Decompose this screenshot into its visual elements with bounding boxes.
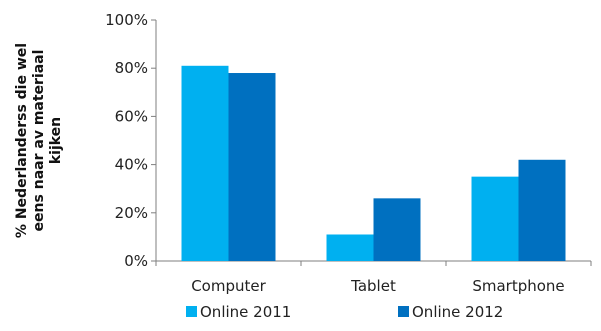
y-axis-label: % Nederlanderss die wel eens naar av mate… <box>14 43 64 238</box>
x-category-label: Computer <box>191 277 266 295</box>
y-axis-label-line: eens naar av materiaal <box>31 50 47 232</box>
x-axis: Computer Tablet Smartphone <box>155 260 592 295</box>
y-tick-label: 40% <box>115 156 148 174</box>
legend-swatch <box>398 306 409 317</box>
legend-label: Online 2012 <box>412 303 503 321</box>
bar-online-2012-tablet <box>373 198 421 261</box>
y-axis-label-line: % Nederlanderss die wel <box>14 43 30 238</box>
bar-online-2011-smartphone <box>471 176 519 261</box>
y-axis: 0% 20% 40% 60% 80% 100% <box>105 11 157 270</box>
y-tick-label: 100% <box>105 11 148 29</box>
bar-online-2011-computer <box>181 65 229 261</box>
bar-online-2012-computer <box>228 73 276 262</box>
bar-online-2012-smartphone <box>518 159 566 261</box>
y-tick-label: 60% <box>115 107 148 125</box>
x-category-label: Tablet <box>350 277 396 295</box>
y-axis-label-line: kijken <box>48 117 64 164</box>
bar-online-2011-tablet <box>326 234 374 261</box>
legend-swatch <box>186 306 197 317</box>
y-tick-label: 0% <box>124 252 148 270</box>
legend: Online 2011 Online 2012 <box>186 303 503 321</box>
legend-label: Online 2011 <box>200 303 291 321</box>
bars <box>181 65 566 262</box>
y-tick-label: 20% <box>115 204 148 222</box>
x-category-label: Smartphone <box>472 277 564 295</box>
y-tick-label: 80% <box>115 59 148 77</box>
